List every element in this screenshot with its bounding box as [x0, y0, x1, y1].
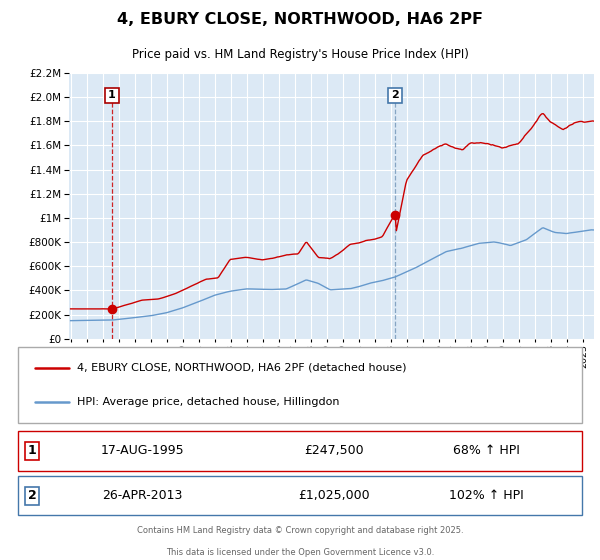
Bar: [18, 476, 582, 515]
Text: 4, EBURY CLOSE, NORTHWOOD, HA6 2PF (detached house): 4, EBURY CLOSE, NORTHWOOD, HA6 2PF (deta…: [77, 363, 407, 372]
Text: 1: 1: [108, 90, 116, 100]
Text: 1: 1: [28, 444, 37, 458]
Text: 26-APR-2013: 26-APR-2013: [102, 489, 182, 502]
Text: 2: 2: [391, 90, 399, 100]
Text: Contains HM Land Registry data © Crown copyright and database right 2025.: Contains HM Land Registry data © Crown c…: [137, 526, 463, 535]
Text: HPI: Average price, detached house, Hillingdon: HPI: Average price, detached house, Hill…: [77, 398, 340, 407]
Text: This data is licensed under the Open Government Licence v3.0.: This data is licensed under the Open Gov…: [166, 548, 434, 557]
Text: £1,025,000: £1,025,000: [298, 489, 370, 502]
Bar: [18, 431, 582, 470]
Text: 17-AUG-1995: 17-AUG-1995: [100, 444, 184, 458]
Text: £247,500: £247,500: [304, 444, 364, 458]
Text: 68% ↑ HPI: 68% ↑ HPI: [452, 444, 520, 458]
Text: 4, EBURY CLOSE, NORTHWOOD, HA6 2PF: 4, EBURY CLOSE, NORTHWOOD, HA6 2PF: [117, 12, 483, 27]
Text: 102% ↑ HPI: 102% ↑ HPI: [449, 489, 523, 502]
Text: Price paid vs. HM Land Registry's House Price Index (HPI): Price paid vs. HM Land Registry's House …: [131, 48, 469, 61]
Text: 2: 2: [28, 489, 37, 502]
